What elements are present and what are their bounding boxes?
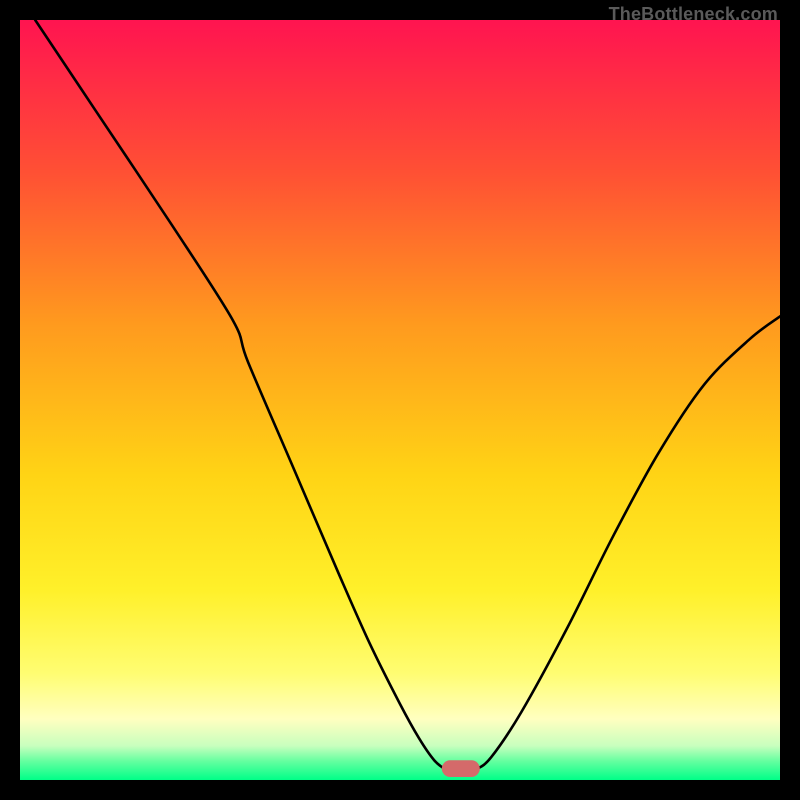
bottleneck-chart: [20, 20, 780, 780]
chart-frame: TheBottleneck.com: [0, 0, 800, 800]
plot-area: [20, 20, 780, 780]
minimum-marker: [442, 760, 480, 777]
gradient-background: [20, 20, 780, 780]
